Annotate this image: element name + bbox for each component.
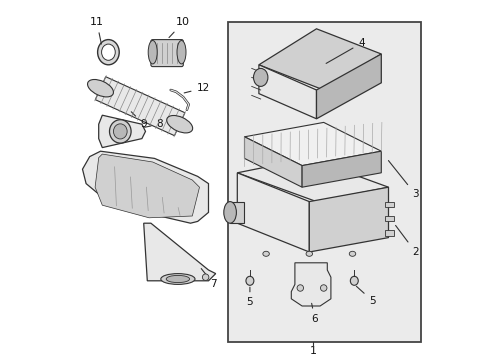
Ellipse shape [245,276,253,285]
Ellipse shape [348,251,355,256]
Ellipse shape [109,120,131,143]
Ellipse shape [102,44,115,60]
Ellipse shape [305,251,312,256]
Polygon shape [258,65,316,119]
Polygon shape [244,137,302,187]
Text: 10: 10 [169,17,190,37]
Ellipse shape [253,68,267,86]
Polygon shape [237,173,309,252]
Ellipse shape [98,40,119,65]
Ellipse shape [263,251,269,256]
Ellipse shape [349,276,358,285]
Text: 1: 1 [309,346,316,356]
Polygon shape [258,29,381,90]
Polygon shape [230,202,244,223]
Text: 4: 4 [325,38,364,63]
Ellipse shape [148,40,157,64]
Polygon shape [302,151,381,187]
Ellipse shape [87,80,113,97]
Ellipse shape [113,124,127,139]
Polygon shape [143,223,215,281]
Ellipse shape [177,40,185,64]
Polygon shape [95,77,184,136]
Ellipse shape [166,275,189,283]
Bar [384,202,393,207]
Polygon shape [316,54,381,119]
Text: 8: 8 [144,119,163,129]
Text: 9: 9 [131,112,147,129]
Text: 5: 5 [356,286,375,306]
Text: 11: 11 [90,17,103,44]
Text: 3: 3 [387,161,418,199]
Polygon shape [244,122,381,166]
Ellipse shape [166,116,192,133]
Bar [384,216,393,221]
Ellipse shape [202,274,208,280]
Text: 7: 7 [201,269,217,289]
FancyBboxPatch shape [151,40,183,67]
Text: 12: 12 [184,83,209,93]
Ellipse shape [161,274,195,284]
Text: 6: 6 [311,303,317,324]
Polygon shape [82,151,208,223]
Polygon shape [237,158,387,202]
Polygon shape [291,263,330,306]
Ellipse shape [224,202,236,223]
Polygon shape [99,115,145,148]
Bar [228,22,420,342]
Text: 5: 5 [246,287,253,307]
Text: 2: 2 [395,225,418,257]
Bar [384,230,393,236]
Polygon shape [95,154,199,218]
Ellipse shape [296,285,303,291]
Polygon shape [309,187,387,252]
Ellipse shape [320,285,326,291]
